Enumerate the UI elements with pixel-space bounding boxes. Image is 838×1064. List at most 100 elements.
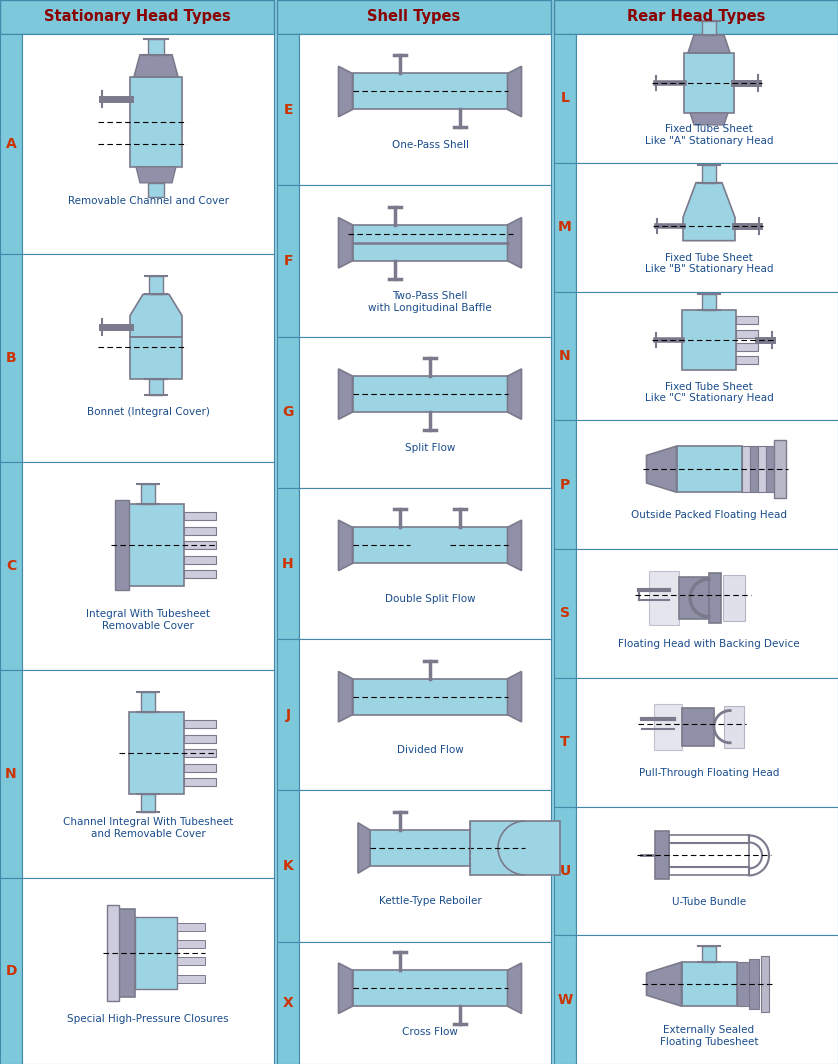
Text: Fixed Tube Sheet
Like "B" Stationary Head: Fixed Tube Sheet Like "B" Stationary Hea…	[644, 253, 773, 275]
Polygon shape	[339, 218, 353, 268]
Bar	[736, 330, 758, 337]
Text: Shell Types: Shell Types	[367, 10, 461, 24]
Bar	[299, 336, 551, 488]
Text: Double Split Flow: Double Split Flow	[385, 594, 475, 603]
Bar	[141, 795, 155, 812]
Bar	[353, 376, 508, 412]
Text: Externally Sealed
Floating Tubesheet: Externally Sealed Floating Tubesheet	[660, 1026, 758, 1047]
Text: Integral With Tubesheet
Removable Cover: Integral With Tubesheet Removable Cover	[86, 610, 210, 631]
Bar	[277, 942, 299, 1064]
Bar	[737, 962, 751, 1007]
Text: Bonnet (Integral Cover): Bonnet (Integral Cover)	[86, 406, 210, 417]
Bar	[177, 922, 205, 931]
Polygon shape	[136, 167, 176, 183]
Polygon shape	[134, 55, 178, 77]
Bar	[723, 575, 745, 621]
Bar	[177, 940, 205, 948]
Text: W: W	[557, 993, 572, 1007]
Bar	[184, 555, 215, 564]
Polygon shape	[130, 295, 182, 337]
Text: Kettle-Type Reboiler: Kettle-Type Reboiler	[379, 896, 481, 907]
Bar	[130, 337, 182, 379]
Text: Cross Flow: Cross Flow	[402, 1028, 458, 1037]
Bar	[177, 975, 205, 982]
Bar	[184, 527, 215, 534]
Text: D: D	[5, 964, 17, 978]
Bar	[758, 446, 765, 493]
Bar	[353, 528, 508, 564]
Bar	[0, 462, 22, 670]
Bar	[184, 749, 215, 758]
Text: Split Flow: Split Flow	[405, 443, 455, 452]
Bar	[148, 183, 164, 197]
Bar	[277, 488, 299, 639]
Bar	[299, 34, 551, 185]
Text: G: G	[282, 405, 293, 419]
Bar	[370, 830, 470, 866]
Polygon shape	[508, 218, 521, 268]
Bar	[141, 484, 155, 504]
Bar	[184, 778, 215, 786]
Text: Two-Pass Shell
with Longitudinal Baffle: Two-Pass Shell with Longitudinal Baffle	[368, 292, 492, 313]
Text: K: K	[282, 859, 293, 874]
Text: B: B	[6, 351, 16, 365]
Bar	[702, 295, 716, 311]
Text: S: S	[560, 606, 570, 620]
Bar	[554, 420, 576, 549]
Polygon shape	[690, 113, 728, 124]
Bar	[576, 292, 838, 420]
Bar	[761, 957, 768, 1012]
Text: U: U	[560, 864, 571, 878]
Bar	[277, 0, 551, 34]
Polygon shape	[508, 520, 521, 570]
Bar	[353, 970, 508, 1007]
Polygon shape	[688, 35, 730, 53]
Bar	[0, 878, 22, 1064]
Bar	[576, 420, 838, 549]
Text: Outside Packed Floating Head: Outside Packed Floating Head	[631, 511, 787, 520]
Bar	[749, 446, 758, 493]
Bar	[141, 693, 155, 712]
Bar	[184, 735, 215, 743]
Bar	[0, 0, 274, 34]
Bar	[184, 542, 215, 549]
Bar	[576, 163, 838, 292]
Bar	[576, 678, 838, 807]
Polygon shape	[358, 822, 370, 874]
Bar	[669, 835, 749, 876]
Bar	[22, 670, 274, 878]
Polygon shape	[339, 66, 353, 117]
Text: H: H	[282, 556, 294, 570]
Bar	[554, 807, 576, 935]
Bar	[148, 38, 164, 55]
Polygon shape	[339, 963, 353, 1013]
Bar	[277, 34, 299, 185]
Bar	[299, 639, 551, 791]
Bar	[149, 277, 163, 295]
Bar	[0, 670, 22, 878]
Text: Floating Head with Backing Device: Floating Head with Backing Device	[618, 639, 799, 649]
Bar	[736, 316, 758, 325]
Bar	[654, 703, 681, 750]
Text: Special High-Pressure Closures: Special High-Pressure Closures	[67, 1014, 229, 1025]
Bar	[736, 356, 758, 365]
Bar	[277, 639, 299, 791]
Bar	[299, 185, 551, 336]
Bar	[554, 163, 576, 292]
Bar	[681, 708, 714, 746]
Bar	[724, 705, 744, 748]
Bar	[702, 165, 716, 183]
Text: J: J	[286, 708, 291, 721]
Bar	[576, 549, 838, 678]
Bar	[682, 311, 736, 370]
Bar	[773, 440, 785, 498]
Polygon shape	[508, 671, 521, 721]
Bar	[353, 225, 508, 261]
Text: F: F	[283, 254, 292, 268]
Bar	[765, 446, 773, 493]
Bar	[22, 34, 274, 253]
Bar	[107, 904, 119, 1000]
Polygon shape	[646, 446, 676, 493]
Text: N: N	[5, 767, 17, 781]
Bar	[128, 712, 184, 795]
